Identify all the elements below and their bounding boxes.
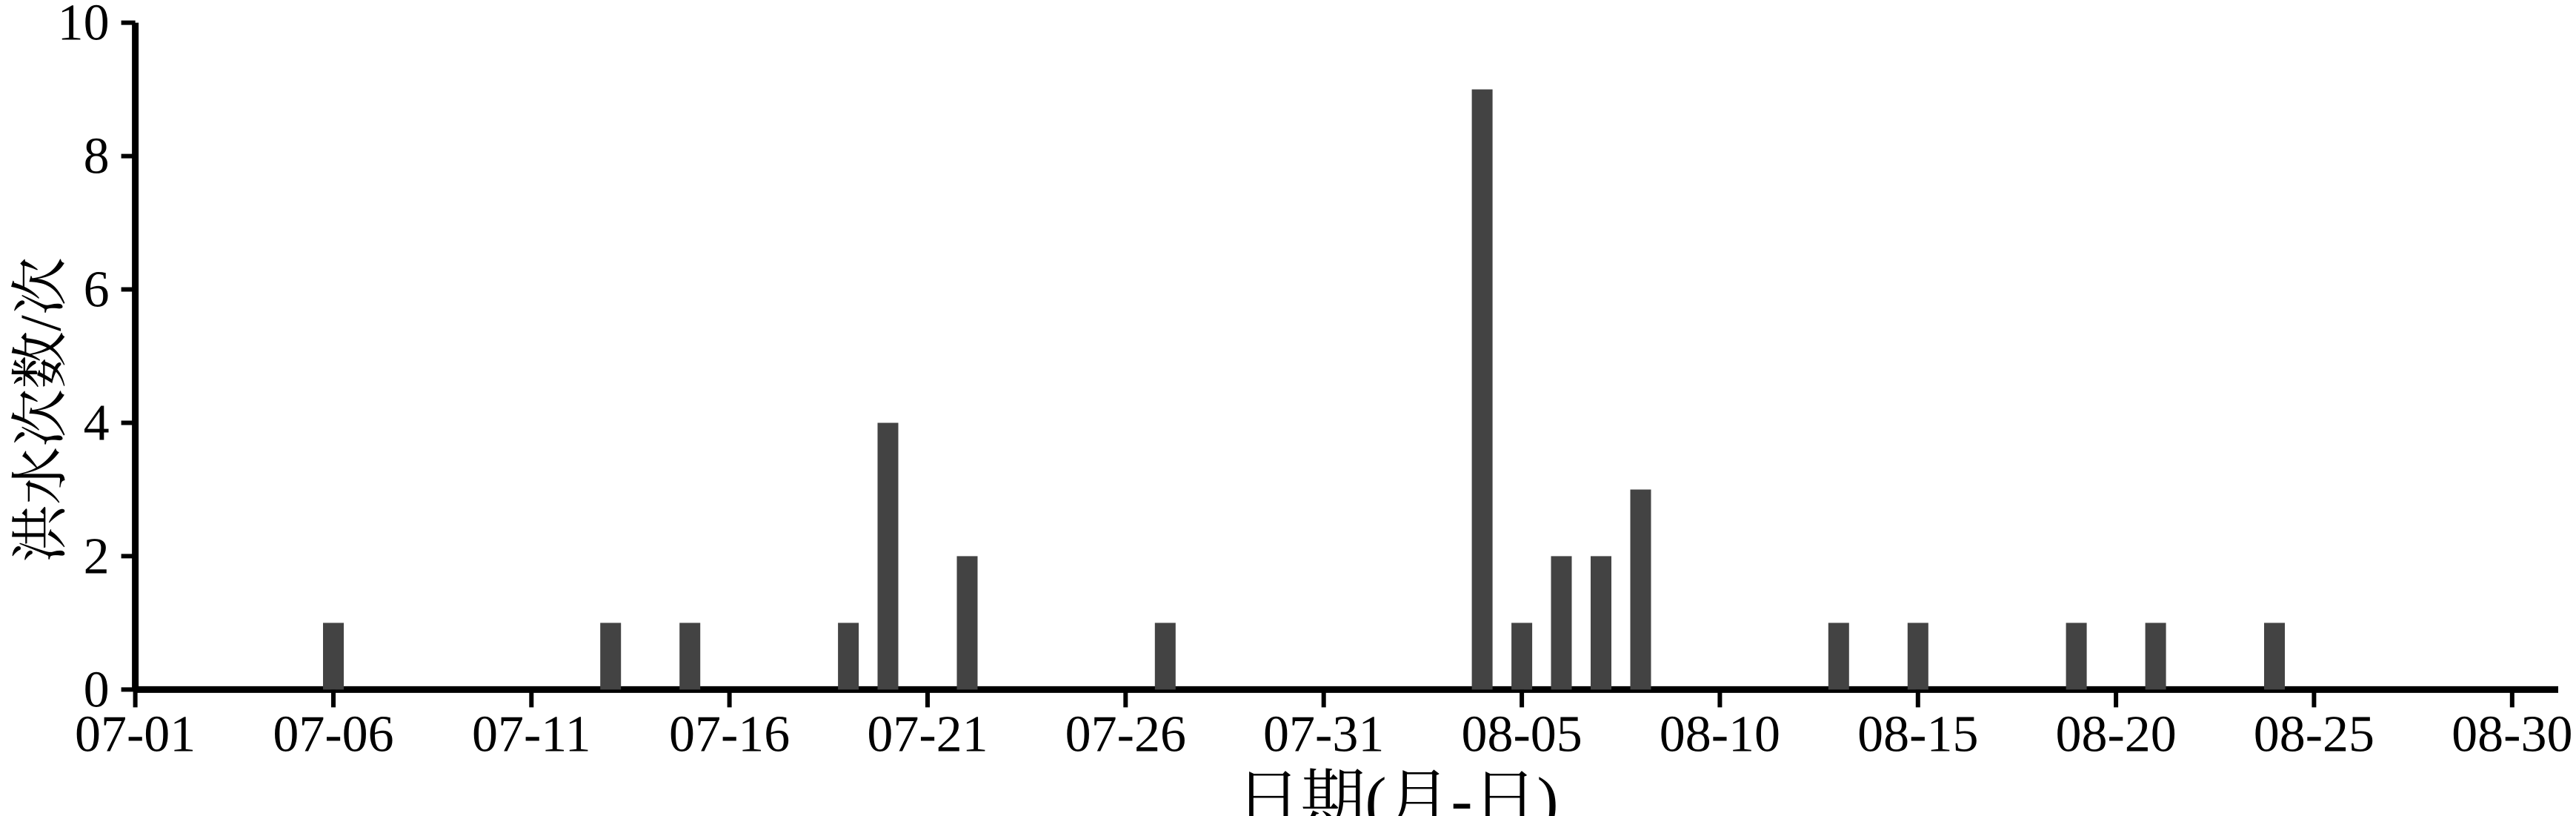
svg-text:6: 6: [84, 262, 110, 319]
svg-text:07-06: 07-06: [273, 706, 393, 763]
svg-text:2: 2: [84, 528, 110, 585]
svg-text:08-05: 08-05: [1461, 706, 1582, 763]
svg-text:0: 0: [84, 661, 110, 718]
svg-text:10: 10: [58, 0, 110, 52]
svg-text:08-10: 08-10: [1660, 706, 1780, 763]
svg-text:07-11: 07-11: [472, 706, 591, 763]
svg-text:07-16: 07-16: [669, 706, 790, 763]
svg-text:08-15: 08-15: [1857, 706, 1978, 763]
svg-text:8: 8: [84, 128, 110, 185]
svg-text:08-25: 08-25: [2254, 706, 2374, 763]
svg-text:洪水次数/次: 洪水次数/次: [8, 257, 73, 563]
svg-text:4: 4: [84, 395, 110, 452]
svg-text:08-20: 08-20: [2055, 706, 2176, 763]
svg-text:07-26: 07-26: [1065, 706, 1186, 763]
svg-text:08-30: 08-30: [2452, 706, 2572, 763]
svg-text:日期(月-日): 日期(月-日): [1237, 764, 1559, 816]
svg-text:07-31: 07-31: [1263, 706, 1384, 763]
svg-text:07-21: 07-21: [867, 706, 988, 763]
